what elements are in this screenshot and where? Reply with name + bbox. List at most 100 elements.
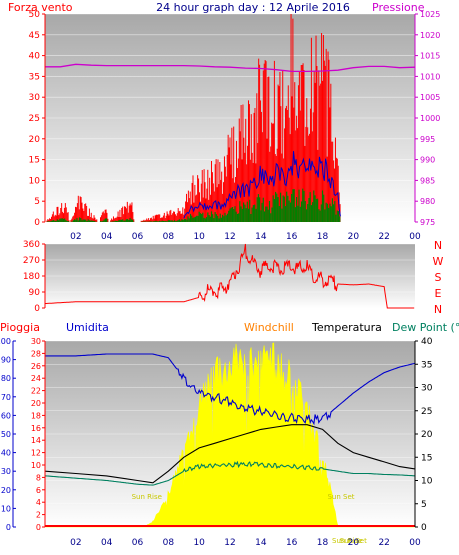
pressure-tick-label: 995 — [420, 135, 435, 144]
direction-y-ticks: 0 90 180 270 360 — [23, 240, 45, 314]
humidity-line — [45, 353, 416, 426]
rain-axis-title: Pioggia — [0, 321, 40, 334]
wind-tick-label: 0 — [34, 218, 40, 228]
temperature-tick-label: 35 — [421, 360, 432, 370]
temperature-x-tick-label: 02 — [70, 538, 81, 548]
wind-x-tick-label: 10 — [193, 232, 205, 242]
temperature-tick-label: 25 — [421, 407, 432, 417]
pressure-y-ticks: 975 980 985 990 995 1000 1005 1010 1015 1020 1025 — [415, 10, 440, 227]
compass-label: S — [435, 271, 442, 284]
rain-tick-label: 8 — [36, 473, 41, 482]
chart-title: 24 hour graph day : 12 Aprile 2016 — [156, 1, 350, 14]
humidity-tick-label: 100 — [0, 337, 11, 346]
humidity-tick-label: 40 — [1, 449, 11, 458]
rain-tick-label: 26 — [31, 362, 41, 371]
rain-tick-label: 6 — [36, 486, 41, 495]
pressure-tick-label: 1010 — [420, 72, 440, 81]
temperature-x-tick-label: 04 — [101, 538, 113, 548]
temperature-series — [44, 342, 416, 528]
humidity-tick-label: 90 — [1, 356, 11, 365]
compass-label: E — [435, 287, 442, 300]
wind-x-tick-label: 20 — [348, 232, 360, 242]
temperature-x-tick-label: 20 — [348, 538, 360, 548]
wind-x-tick-label: 18 — [317, 232, 329, 242]
pressure-tick-label: 975 — [420, 218, 435, 227]
rain-tick-label: 2 — [36, 511, 41, 520]
dewpoint-legend: Dew Point (°C — [392, 321, 459, 334]
rain-tick-label: 0 — [36, 523, 41, 532]
compass-label: W — [433, 255, 444, 268]
temperature-tick-label: 10 — [421, 477, 433, 487]
rain-tick-label: 18 — [31, 411, 41, 420]
direction-tick-label: 0 — [34, 304, 40, 314]
wind-x-tick-label: 12 — [224, 232, 235, 242]
pressure-tick-label: 980 — [420, 197, 435, 206]
sun-annotation: Sun Rise — [332, 537, 362, 545]
wind-tick-label: 40 — [29, 52, 41, 62]
direction-tick-label: 90 — [29, 288, 41, 298]
pressure-tick-label: 1000 — [420, 114, 440, 123]
sun-annotation: Sun Set — [340, 537, 367, 545]
pressure-tick-label: 1020 — [420, 31, 440, 40]
compass-label: N — [434, 239, 442, 252]
rain-tick-label: 14 — [31, 436, 41, 445]
rain-tick-label: 22 — [31, 387, 41, 396]
temperature-legend: Temperatura — [311, 321, 382, 334]
rain-tick-label: 30 — [31, 337, 41, 346]
humidity-tick-label: 10 — [1, 504, 11, 513]
temperature-tick-label: 0 — [421, 523, 427, 533]
wind-tick-label: 45 — [29, 31, 40, 41]
temperature-x-tick-label: 22 — [378, 538, 389, 548]
rain-tick-label: 28 — [31, 349, 41, 358]
wind-x-tick-label: 14 — [255, 232, 267, 242]
compass-label: N — [434, 303, 442, 316]
wind-x-ticks: 02 04 06 08 10 12 14 16 18 20 22 00 — [70, 232, 421, 242]
rain-tick-label: 20 — [31, 399, 41, 408]
wind-axis-title: Forza vento — [8, 1, 73, 14]
wind-y-ticks: 0 5 10 15 20 25 30 35 40 45 50 — [29, 10, 45, 228]
wind-x-tick-label: 22 — [378, 232, 389, 242]
sun-annotation: Sun Set — [327, 493, 354, 501]
wind-x-tick-label: 08 — [163, 232, 175, 242]
temperature-tick-label: 40 — [421, 337, 433, 347]
temperature-x-tick-label: 18 — [317, 538, 329, 548]
temperature-x-tick-label: 12 — [224, 538, 235, 548]
direction-tick-label: 180 — [23, 272, 40, 282]
temperature-x-tick-label: 16 — [286, 538, 298, 548]
wind-x-tick-label: 16 — [286, 232, 298, 242]
wind-tick-label: 5 — [34, 197, 40, 207]
direction-series — [44, 243, 415, 309]
humidity-tick-label: 70 — [1, 393, 11, 402]
rain-tick-label: 10 — [31, 461, 41, 470]
wind-gust-line — [183, 151, 341, 219]
pressure-tick-label: 985 — [420, 176, 435, 185]
wind-x-tick-label: 02 — [70, 232, 81, 242]
wind-x-tick-label: 06 — [132, 232, 144, 242]
wind-direction-line — [44, 243, 415, 309]
wind-tick-label: 25 — [29, 114, 40, 124]
temperature-tick-label: 30 — [421, 384, 433, 394]
humidity-y-ticks: 0 10 20 30 40 50 60 70 80 90 100 — [0, 337, 16, 532]
temperature-tick-label: 20 — [421, 430, 433, 440]
humidity-tick-label: 30 — [1, 467, 11, 476]
humidity-legend: Umidita — [66, 321, 109, 334]
wind-x-tick-label: 00 — [409, 232, 421, 242]
rain-tick-label: 24 — [31, 374, 41, 383]
temperature-line — [44, 424, 416, 484]
wind-tick-label: 20 — [29, 135, 41, 145]
wind-x-tick-label: 04 — [101, 232, 113, 242]
temperature-tick-label: 15 — [421, 453, 432, 463]
windchill-legend: Windchill — [244, 321, 294, 334]
direction-gridlines — [45, 243, 415, 309]
pressure-line — [45, 63, 416, 73]
sun-annotation: Sun Rise — [132, 493, 162, 501]
temperature-x-ticks: 02 04 06 08 10 12 14 16 18 20 22 00 — [70, 538, 421, 548]
humidity-tick-label: 80 — [1, 374, 11, 383]
pressure-tick-label: 990 — [420, 156, 435, 165]
humidity-tick-label: 60 — [1, 411, 11, 420]
temperature-tick-label: 5 — [421, 500, 427, 510]
temperature-y-ticks: 0 5 10 15 20 25 30 35 40 — [415, 337, 433, 533]
